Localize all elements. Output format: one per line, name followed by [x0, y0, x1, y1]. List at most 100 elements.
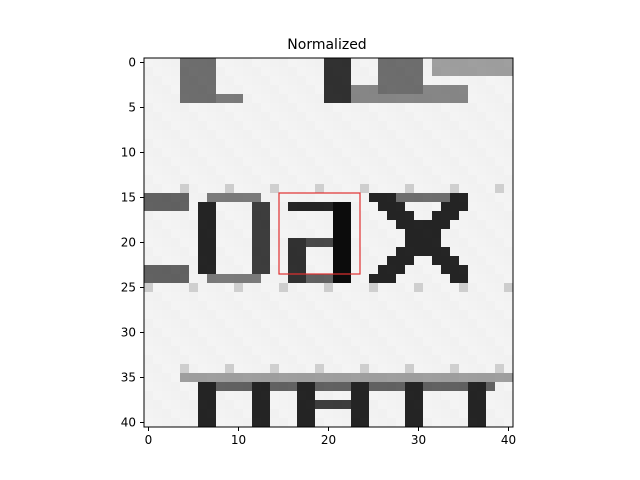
heatmap-cell — [162, 247, 172, 257]
heatmap-cell — [495, 139, 505, 149]
heatmap-cell — [216, 112, 226, 122]
heatmap-cell — [261, 166, 271, 176]
heatmap-cell — [198, 283, 208, 293]
heatmap-cell — [189, 373, 199, 383]
heatmap-cell — [243, 238, 253, 248]
heatmap-cell — [171, 166, 181, 176]
heatmap-cell — [306, 67, 316, 77]
heatmap-cell — [504, 103, 514, 113]
heatmap-cell — [450, 265, 460, 275]
heatmap-cell — [261, 130, 271, 140]
heatmap-cell — [351, 202, 361, 212]
heatmap-cell — [279, 373, 289, 383]
heatmap-cell — [288, 76, 298, 86]
heatmap-cell — [333, 193, 343, 203]
heatmap-cell — [279, 211, 289, 221]
heatmap-cell — [504, 247, 514, 257]
heatmap-cell — [495, 364, 505, 374]
heatmap-cell — [306, 328, 316, 338]
heatmap-cell — [504, 130, 514, 140]
heatmap-cell — [324, 202, 334, 212]
heatmap-cell — [189, 400, 199, 410]
heatmap-cell — [279, 382, 289, 392]
heatmap-cell — [198, 184, 208, 194]
heatmap-cell — [279, 364, 289, 374]
heatmap-cell — [486, 301, 496, 311]
heatmap-cell — [153, 148, 163, 158]
heatmap-cell — [144, 265, 154, 275]
heatmap-cell — [162, 229, 172, 239]
heatmap-cell — [378, 292, 388, 302]
heatmap-cell — [414, 148, 424, 158]
heatmap-cell — [414, 202, 424, 212]
heatmap-cell — [495, 94, 505, 104]
heatmap-cell — [486, 103, 496, 113]
heatmap-cell — [351, 364, 361, 374]
heatmap-cell — [324, 373, 334, 383]
heatmap-cell — [441, 166, 451, 176]
heatmap-cell — [387, 418, 397, 428]
heatmap-cell — [252, 292, 262, 302]
heatmap-cell — [504, 400, 514, 410]
heatmap-cell — [423, 67, 433, 77]
heatmap-cell — [369, 94, 379, 104]
heatmap-cell — [486, 220, 496, 230]
heatmap-cell — [423, 337, 433, 347]
heatmap-cell — [207, 373, 217, 383]
heatmap-cell — [270, 238, 280, 248]
heatmap-cell — [180, 328, 190, 338]
heatmap-cell — [441, 202, 451, 212]
heatmap-cell — [306, 355, 316, 365]
heatmap-cell — [261, 148, 271, 158]
heatmap-cell — [261, 418, 271, 428]
heatmap-cell — [441, 328, 451, 338]
heatmap-cell — [171, 247, 181, 257]
heatmap-cell — [405, 229, 415, 239]
heatmap-cell — [324, 346, 334, 356]
heatmap-cell — [432, 112, 442, 122]
heatmap-cell — [468, 328, 478, 338]
heatmap-cell — [405, 418, 415, 428]
heatmap-cell — [243, 355, 253, 365]
heatmap-cell — [252, 382, 262, 392]
heatmap-cell — [459, 175, 469, 185]
heatmap-cell — [207, 355, 217, 365]
heatmap-cell — [144, 301, 154, 311]
heatmap-cell — [477, 310, 487, 320]
heatmap-cell — [378, 94, 388, 104]
heatmap-cell — [189, 364, 199, 374]
heatmap-cell — [342, 283, 352, 293]
heatmap-cell — [405, 256, 415, 266]
heatmap-cell — [189, 391, 199, 401]
heatmap-cell — [216, 67, 226, 77]
heatmap-cell — [306, 238, 316, 248]
heatmap-cell — [432, 202, 442, 212]
heatmap-cell — [153, 85, 163, 95]
heatmap-cell — [387, 94, 397, 104]
heatmap-cell — [324, 310, 334, 320]
heatmap-cell — [315, 373, 325, 383]
heatmap-cell — [198, 337, 208, 347]
heatmap-cell — [153, 58, 163, 68]
heatmap-cell — [288, 319, 298, 329]
heatmap-cell — [234, 265, 244, 275]
heatmap-cell — [378, 382, 388, 392]
heatmap-cell — [342, 166, 352, 176]
heatmap-cell — [315, 355, 325, 365]
heatmap-cell — [288, 220, 298, 230]
heatmap-cell — [216, 211, 226, 221]
heatmap-cell — [225, 409, 235, 419]
heatmap-cell — [216, 229, 226, 239]
heatmap-cell — [216, 418, 226, 428]
heatmap-cell — [243, 130, 253, 140]
heatmap-cell — [216, 265, 226, 275]
heatmap-cell — [189, 301, 199, 311]
heatmap-cell — [279, 103, 289, 113]
heatmap-cell — [504, 148, 514, 158]
heatmap-cell — [243, 103, 253, 113]
heatmap-cell — [333, 301, 343, 311]
heatmap-cell — [396, 265, 406, 275]
heatmap-cell — [441, 310, 451, 320]
heatmap-cell — [342, 58, 352, 68]
heatmap-cell — [333, 58, 343, 68]
